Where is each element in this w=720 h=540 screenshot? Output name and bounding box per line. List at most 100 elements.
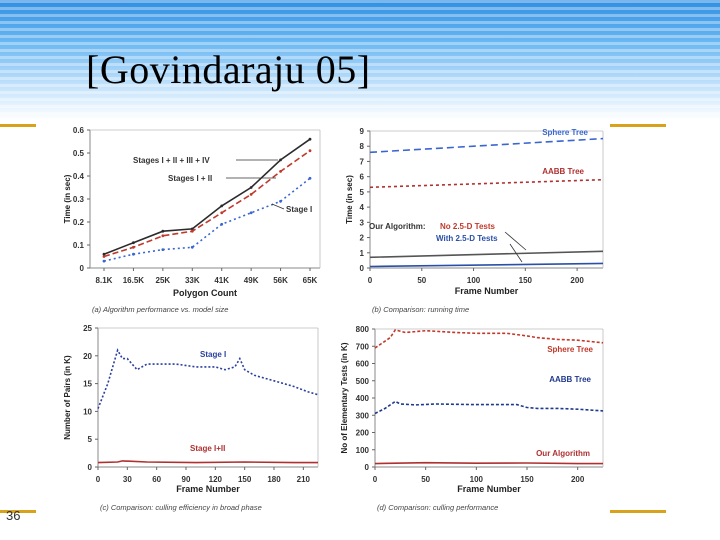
panel-caption: (b) Comparison: running time <box>372 305 469 314</box>
x-tick-label: 90 <box>182 475 191 484</box>
series-label: Sphere Tree <box>547 345 593 354</box>
x-tick-label: 60 <box>152 475 161 484</box>
y-axis-label: Time (in sec) <box>63 174 72 223</box>
accent-rule-right <box>610 124 666 127</box>
x-tick-label: 100 <box>467 276 481 285</box>
data-point <box>132 241 135 245</box>
y-tick-label: 700 <box>356 342 370 351</box>
series-label: Stage I <box>200 350 226 359</box>
x-tick-label: 0 <box>373 475 378 484</box>
series-label: Our Algorithm: <box>369 222 426 231</box>
x-tick-label: 65K <box>303 276 318 285</box>
slide-title: [Govindaraju 05] <box>86 47 371 92</box>
y-tick-label: 0.4 <box>73 172 85 181</box>
y-tick-label: 10 <box>83 407 92 416</box>
x-tick-label: 150 <box>238 475 252 484</box>
y-tick-label: 0.5 <box>73 149 85 158</box>
x-tick-label: 100 <box>470 475 484 484</box>
series-line <box>97 460 318 464</box>
y-tick-label: 0 <box>365 463 370 472</box>
y-tick-label: 2 <box>360 234 365 243</box>
header-band <box>0 0 720 120</box>
series-label: Stages I + II <box>168 174 212 183</box>
y-axis-label: No of Elementary Tests (in K) <box>340 342 349 453</box>
data-point <box>249 186 253 189</box>
data-point <box>161 248 165 252</box>
x-tick-label: 210 <box>297 475 311 484</box>
x-tick-label: 180 <box>267 475 281 484</box>
chart-panel-d: 0 100 200 300 400 500 600 700 800 0 50 100 150 200 Fra… <box>340 325 604 512</box>
x-axis-label: Frame Number <box>457 484 521 494</box>
y-tick-label: 0.3 <box>73 195 85 204</box>
accent-rule-left <box>0 124 36 127</box>
data-point <box>249 193 253 196</box>
series-label: AABB Tree <box>549 375 591 384</box>
y-tick-label: 0.6 <box>73 126 85 135</box>
series-line <box>374 328 604 349</box>
chart-panel-a: 0 0.1 0.2 0.3 0.4 0.5 0.6 8.1K 16.5K 25K 33K 41K 49K… <box>63 126 321 314</box>
data-point <box>161 229 165 233</box>
series-label: AABB Tree <box>542 167 584 176</box>
y-tick-label: 400 <box>356 394 370 403</box>
data-point <box>220 222 224 226</box>
slide-number: 36 <box>6 508 21 523</box>
series-line <box>369 262 604 268</box>
data-point <box>308 137 312 141</box>
data-point <box>190 245 194 249</box>
x-tick-label: 8.1K <box>96 276 113 285</box>
panel-caption: (c) Comparison: culling efficiency in br… <box>100 503 262 512</box>
y-tick-label: 1 <box>360 249 365 258</box>
data-point <box>190 229 194 233</box>
annotation-arrow <box>509 243 523 263</box>
y-tick-label: 300 <box>356 411 370 420</box>
y-tick-label: 9 <box>360 127 365 136</box>
series-label: Stages I + II + III + IV <box>133 156 210 165</box>
x-tick-label: 30 <box>123 475 132 484</box>
data-point <box>279 170 282 173</box>
series-line <box>369 178 604 189</box>
y-tick-label: 0.1 <box>73 241 85 250</box>
panel-caption: (a) Algorithm performance vs. model size <box>92 305 228 314</box>
panel-caption: (d) Comparison: culling performance <box>377 503 498 512</box>
x-tick-label: 150 <box>519 276 533 285</box>
annotation-arrow <box>504 231 527 251</box>
data-point <box>102 259 106 263</box>
y-tick-label: 0 <box>80 264 85 273</box>
y-tick-label: 20 <box>83 352 92 361</box>
series-line <box>374 461 603 465</box>
series-line <box>103 177 311 262</box>
series-label: Stage I+II <box>190 444 225 453</box>
x-tick-label: 33K <box>185 276 200 285</box>
series-label: No 2.5-D Tests <box>440 222 496 231</box>
y-tick-label: 25 <box>83 324 92 333</box>
y-tick-label: 100 <box>356 446 370 455</box>
data-point <box>190 227 194 231</box>
accent-rule-bottom-right <box>610 510 666 513</box>
x-axis-label: Polygon Count <box>173 288 237 298</box>
y-axis-label: Time (in sec) <box>345 175 354 224</box>
x-tick-label: 49K <box>244 276 259 285</box>
x-tick-label: 0 <box>368 276 373 285</box>
data-point <box>132 245 135 249</box>
data-point <box>220 211 224 215</box>
x-tick-label: 41K <box>214 276 229 285</box>
x-tick-label: 25K <box>156 276 171 285</box>
x-tick-label: 0 <box>96 475 101 484</box>
x-tick-label: 16.5K <box>123 276 145 285</box>
y-tick-label: 5 <box>360 188 365 197</box>
x-tick-label: 50 <box>417 276 426 285</box>
y-tick-label: 6 <box>360 173 365 182</box>
y-tick-label: 800 <box>356 325 370 334</box>
y-tick-label: 15 <box>83 380 92 389</box>
y-axis-label: Number of Pairs (in K) <box>63 355 72 440</box>
series-line <box>97 348 319 409</box>
chart-panel-c: 0 5 10 15 20 25 0 30 60 90 120 150 180 210 Frame Numbe… <box>63 324 319 512</box>
data-point <box>102 252 106 256</box>
y-tick-label: 4 <box>360 203 365 212</box>
x-tick-label: 50 <box>421 475 430 484</box>
x-tick-label: 150 <box>520 475 534 484</box>
chart-panel-b: 0 1 2 3 4 5 6 7 8 9 0 50 100 150 200 Frame Number Time (… <box>345 127 604 314</box>
header-stripes <box>0 0 720 120</box>
accent-rule-bottom-left <box>0 510 36 513</box>
x-tick-label: 200 <box>570 276 584 285</box>
